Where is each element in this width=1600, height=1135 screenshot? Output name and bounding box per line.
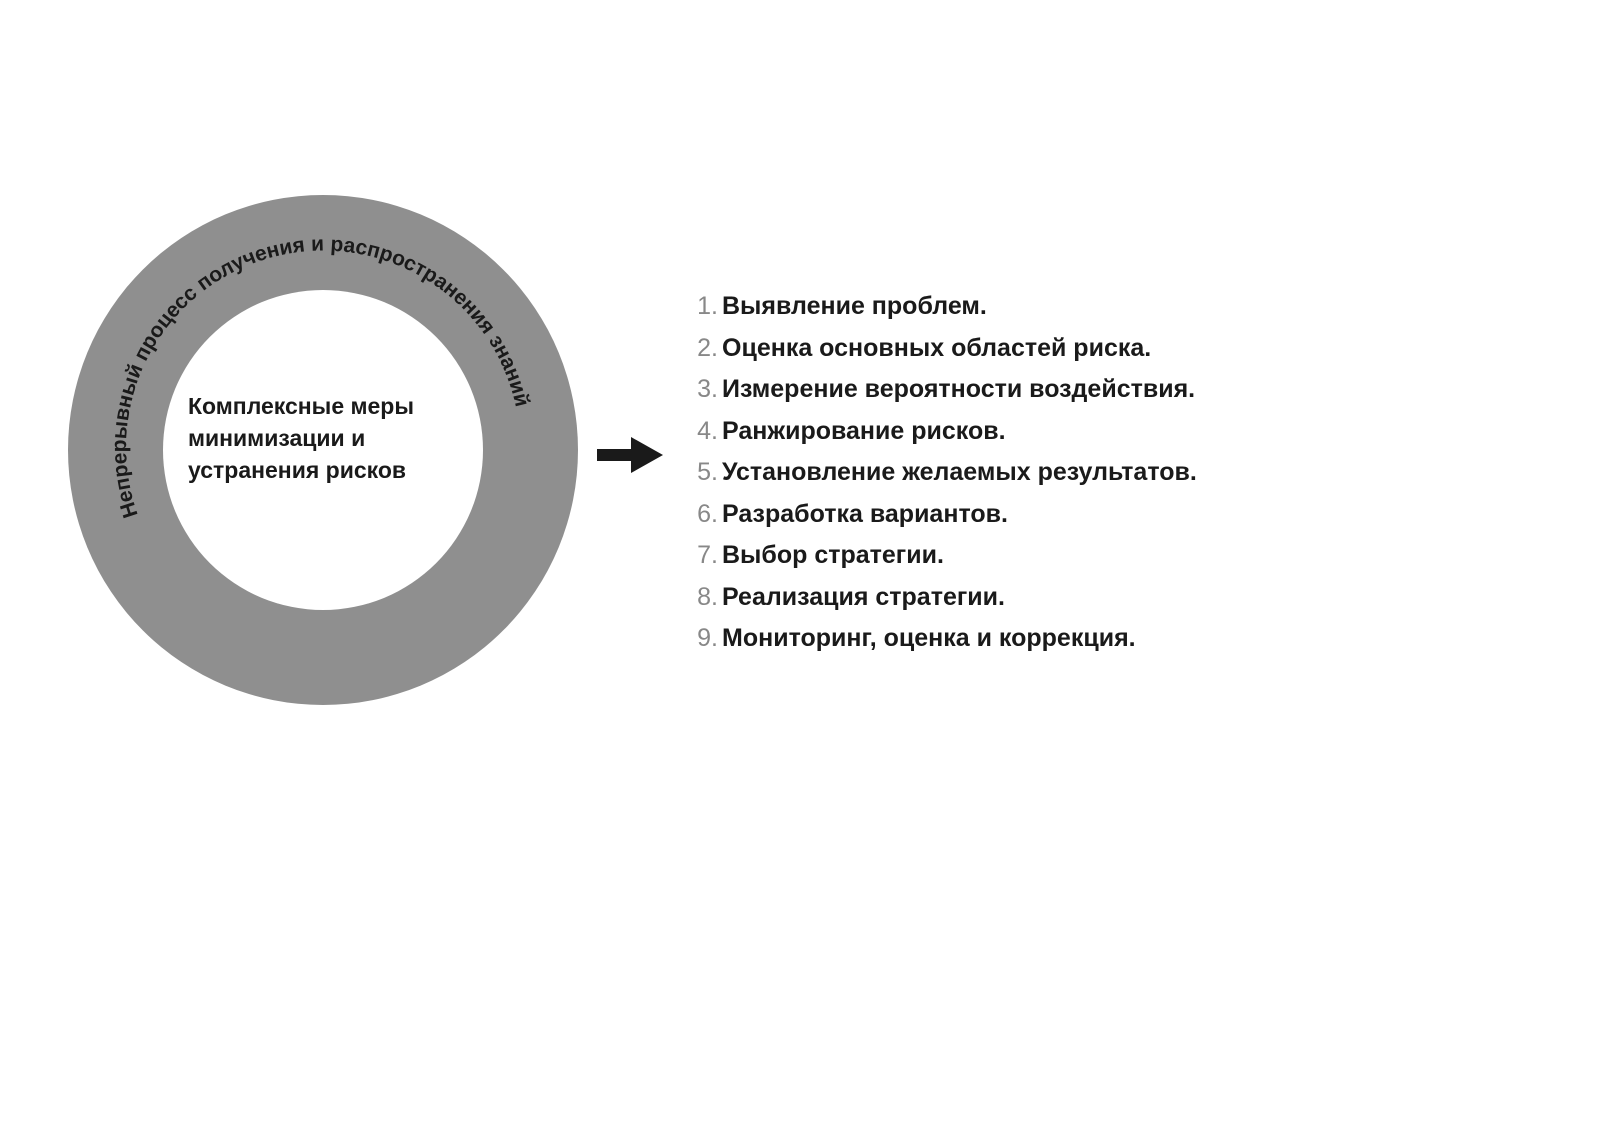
steps-list: 1. Выявление проблем. 2. Оценка основных… bbox=[690, 288, 1550, 662]
list-number: 3. bbox=[690, 371, 718, 409]
list-number: 4. bbox=[690, 413, 718, 451]
list-number: 5. bbox=[690, 454, 718, 492]
list-item: 1. Выявление проблем. bbox=[690, 288, 1550, 326]
list-text: Измерение вероятности воздействия. bbox=[722, 371, 1195, 409]
list-number: 2. bbox=[690, 330, 718, 368]
list-number: 6. bbox=[690, 496, 718, 534]
list-number: 1. bbox=[690, 288, 718, 326]
list-text: Установление желаемых результатов. bbox=[722, 454, 1197, 492]
list-text: Реализация стратегии. bbox=[722, 579, 1005, 617]
list-text: Выявление проблем. bbox=[722, 288, 987, 326]
list-item: 6. Разработка вариантов. bbox=[690, 496, 1550, 534]
list-item: 8. Реализация стратегии. bbox=[690, 579, 1550, 617]
center-label: Комплексные меры минимизации и устранени… bbox=[188, 390, 468, 487]
list-number: 9. bbox=[690, 620, 718, 658]
list-item: 7. Выбор стратегии. bbox=[690, 537, 1550, 575]
list-item: 5. Установление желаемых результатов. bbox=[690, 454, 1550, 492]
list-item: 2. Оценка основных областей риска. bbox=[690, 330, 1550, 368]
list-text: Ранжирование рисков. bbox=[722, 413, 1006, 451]
list-item: 3. Измерение вероятности воздействия. bbox=[690, 371, 1550, 409]
ring-diagram: Непрерывный процесс получения и распрост… bbox=[68, 195, 578, 705]
arrow-icon bbox=[595, 435, 665, 475]
list-item: 9. Мониторинг, оценка и коррекция. bbox=[690, 620, 1550, 658]
list-text: Выбор стратегии. bbox=[722, 537, 944, 575]
list-number: 7. bbox=[690, 537, 718, 575]
list-item: 4. Ранжирование рисков. bbox=[690, 413, 1550, 451]
list-text: Мониторинг, оценка и коррекция. bbox=[722, 620, 1136, 658]
list-text: Оценка основных областей риска. bbox=[722, 330, 1151, 368]
list-text: Разработка вариантов. bbox=[722, 496, 1008, 534]
list-number: 8. bbox=[690, 579, 718, 617]
